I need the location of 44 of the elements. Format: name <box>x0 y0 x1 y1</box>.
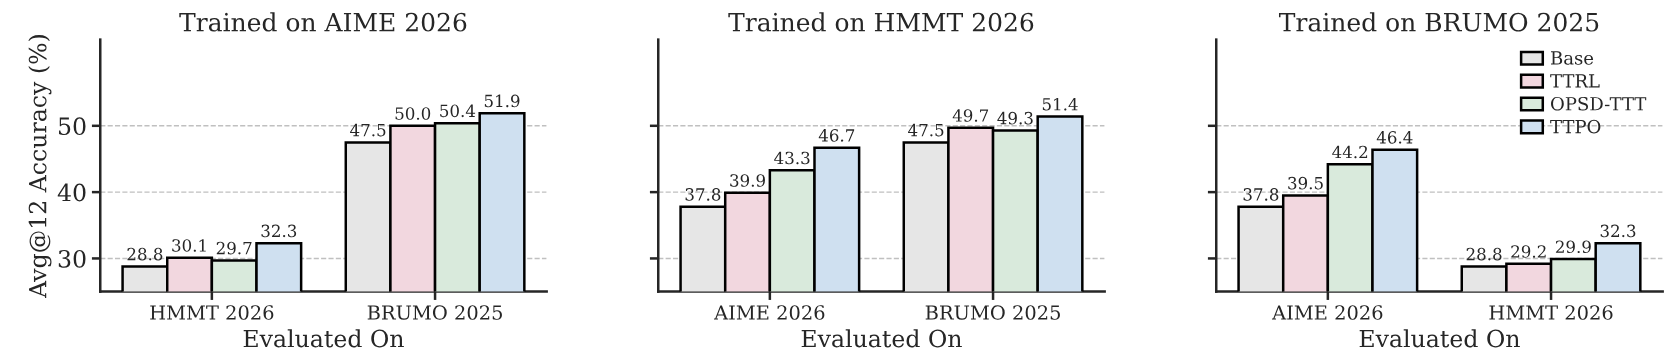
x-axis-title: Evaluated On <box>243 329 404 348</box>
y-tick-label: 40 <box>57 183 86 202</box>
chart-title: Trained on AIME 2026 <box>179 12 467 32</box>
data-label: 47.5 <box>908 123 944 137</box>
data-label: 29.2 <box>1511 245 1546 258</box>
data-label: 37.8 <box>685 188 721 201</box>
data-label: 29.9 <box>1555 240 1591 254</box>
data-label: 49.7 <box>952 109 989 122</box>
data-label: 46.7 <box>818 129 855 142</box>
legend-label: Base <box>1551 51 1594 65</box>
data-label: 32.3 <box>1600 224 1636 238</box>
data-label: 44.2 <box>1332 145 1368 159</box>
x-tick-label: BRUMO 2025 <box>925 305 1060 320</box>
x-tick-label: HMMT 2026 <box>150 305 274 320</box>
data-label: 32.3 <box>261 224 297 238</box>
data-label: 51.4 <box>1042 97 1078 111</box>
x-tick-label: AIME 2026 <box>713 305 825 320</box>
x-axis-title: Evaluated On <box>801 329 962 348</box>
chart-title: Trained on HMMT 2026 <box>728 12 1034 32</box>
data-label: 28.8 <box>127 247 163 261</box>
y-tick-label: 50 <box>59 117 86 136</box>
data-label: 28.8 <box>1466 247 1502 261</box>
y-axis-title: Avg@12 Accuracy (%) <box>28 35 52 299</box>
data-label: 47.5 <box>350 123 386 137</box>
chart-title: Trained on BRUMO 2025 <box>1278 12 1599 32</box>
y-tick-label: 30 <box>58 249 86 268</box>
data-label: 39.5 <box>1288 176 1323 190</box>
data-label: 37.8 <box>1243 188 1279 201</box>
legend-label: TTRL <box>1550 74 1600 88</box>
data-label: 30.1 <box>172 239 206 252</box>
data-label: 43.3 <box>774 151 810 165</box>
x-tick-label: BRUMO 2025 <box>367 305 502 320</box>
x-tick-label: HMMT 2026 <box>1489 305 1613 320</box>
data-label: 46.4 <box>1376 131 1413 144</box>
data-label: 50.4 <box>440 104 476 118</box>
data-label: 50.0 <box>395 107 431 120</box>
legend-label: OPSD-TTT <box>1551 96 1647 111</box>
data-label: 29.7 <box>216 241 252 255</box>
x-axis-title: Evaluated On <box>1359 329 1520 348</box>
data-label: 39.9 <box>730 174 765 187</box>
x-tick-label: AIME 2026 <box>1271 305 1383 320</box>
legend-label: TTPO <box>1550 119 1601 134</box>
data-label: 49.3 <box>997 111 1033 125</box>
data-label: 51.9 <box>484 94 520 108</box>
